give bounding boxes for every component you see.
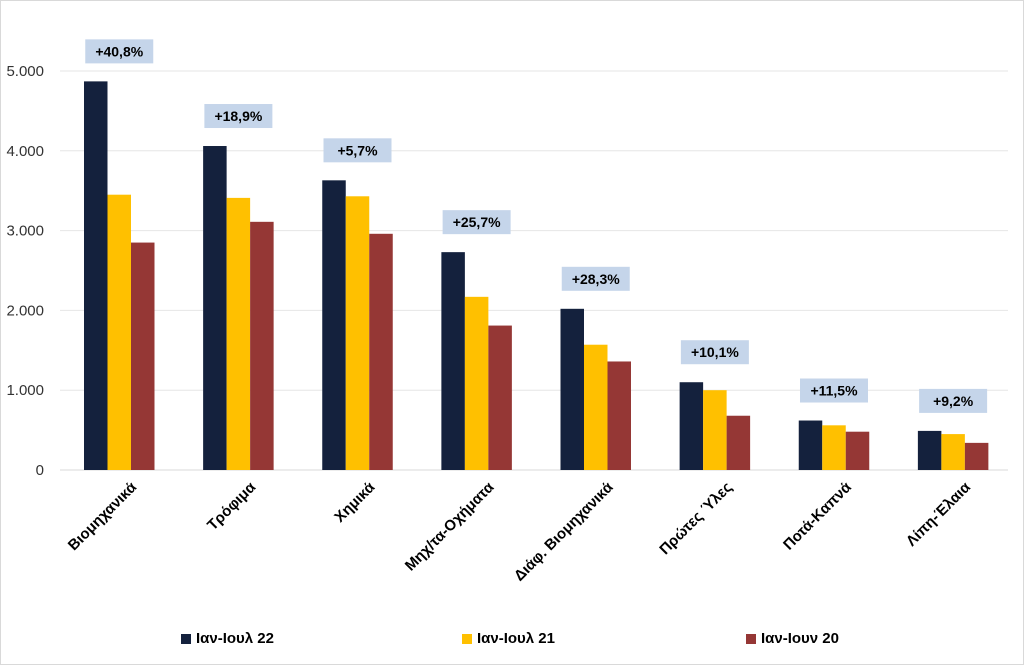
bar bbox=[322, 180, 346, 471]
annotation-box bbox=[561, 266, 630, 291]
annotation-label: +9,2% bbox=[933, 393, 974, 409]
legend-label: Ιαν-Ιουλ 21 bbox=[477, 630, 555, 647]
bar bbox=[131, 242, 155, 470]
annotation-label: +18,9% bbox=[214, 108, 262, 124]
y-tick-label: 3.000 bbox=[6, 223, 44, 240]
grid-layer bbox=[60, 70, 1008, 471]
bar bbox=[203, 146, 227, 470]
category-label: Διάφ. Βιομηχανικά bbox=[511, 478, 617, 584]
bar bbox=[369, 233, 393, 470]
y-tick-label: 0 bbox=[36, 462, 44, 479]
category-label: Χημικά bbox=[331, 478, 379, 526]
bar bbox=[703, 390, 727, 470]
legend-swatch bbox=[746, 634, 756, 644]
annotation-label: +40,8% bbox=[95, 43, 143, 59]
category-label: Πρώτες Ύλες bbox=[656, 479, 736, 559]
bar bbox=[345, 196, 370, 470]
bar bbox=[822, 425, 846, 470]
legend-label: Ιαν-Ιουν 20 bbox=[761, 630, 839, 647]
bar bbox=[560, 308, 584, 470]
annotation-label: +11,5% bbox=[810, 383, 858, 399]
bar bbox=[584, 344, 608, 470]
annotation-box bbox=[442, 210, 511, 235]
y-tick-label: 2.000 bbox=[6, 302, 44, 319]
legend-swatch bbox=[462, 634, 472, 644]
bar bbox=[964, 442, 989, 470]
legend: Ιαν-Ιουλ 22 Ιαν-Ιουλ 21 Ιαν-Ιουν 20 bbox=[181, 630, 839, 647]
annotation-box bbox=[680, 340, 749, 365]
bar bbox=[250, 221, 274, 470]
y-tick-label: 5.000 bbox=[6, 63, 44, 80]
category-label: Μηχ/τα-Οχήματα bbox=[402, 478, 498, 574]
bar bbox=[941, 434, 965, 470]
bar bbox=[107, 194, 131, 470]
annotation-layer: +40,8% +18,9% +5,7% +25,7% +28,3% +10,1% +11,5… bbox=[85, 39, 988, 413]
bar bbox=[845, 431, 870, 470]
bar bbox=[226, 197, 251, 470]
legend-swatch bbox=[181, 634, 191, 644]
y-tick-label: 1.000 bbox=[6, 382, 44, 399]
bar bbox=[798, 420, 823, 470]
annotation-label: +28,3% bbox=[572, 271, 620, 287]
bar bbox=[679, 382, 704, 470]
bar bbox=[726, 415, 751, 470]
bar bbox=[464, 296, 489, 470]
bar bbox=[488, 325, 512, 470]
y-tick-label: 4.000 bbox=[6, 143, 44, 160]
bar bbox=[917, 430, 942, 470]
annotation-box bbox=[800, 378, 868, 403]
annotation-label: +25,7% bbox=[453, 214, 501, 230]
bar bbox=[84, 81, 108, 471]
annotation-box bbox=[85, 39, 154, 64]
bar bbox=[441, 252, 465, 470]
y-axis-ticks: 0 1.000 2.000 3.000 4.000 5.000 bbox=[6, 63, 44, 479]
category-label: Βιομηχανικά bbox=[65, 478, 141, 554]
category-label: Ποτά-Καπνά bbox=[780, 478, 855, 553]
bar bbox=[607, 361, 631, 470]
annotation-box bbox=[919, 388, 988, 413]
category-labels: Βιομηχανικά Τρόφιμα Χημικά Μηχ/τα-Οχήματα Δι… bbox=[65, 478, 975, 584]
category-label: Λίπη-Έλαια bbox=[903, 478, 975, 550]
legend-label: Ιαν-Ιουλ 22 bbox=[196, 630, 274, 647]
annotation-box bbox=[204, 104, 273, 129]
bar-layer bbox=[84, 81, 989, 471]
annotation-label: +10,1% bbox=[691, 344, 739, 360]
category-label: Τρόφιμα bbox=[204, 478, 260, 534]
annotation-label: +5,7% bbox=[337, 142, 378, 158]
annotation-box bbox=[323, 138, 392, 163]
